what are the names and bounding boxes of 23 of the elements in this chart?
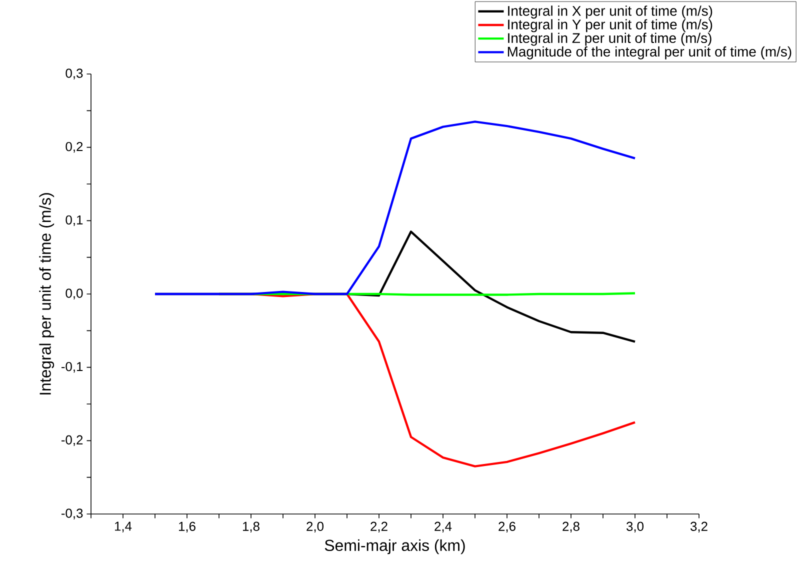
x-axis-title: Semi-majr axis (km) [324, 539, 465, 554]
legend-label: Integral in Y per unit of time (m/s) [508, 19, 712, 32]
y-axis-title: Integral per unit of time (m/s) [39, 193, 54, 394]
legend-label: Integral in Z per unit of time (m/s) [508, 32, 712, 46]
x-tick-label: 2,4 [434, 522, 452, 532]
x-tick-label: 1,8 [242, 522, 260, 532]
legend-label: Magnitude of the integral per unit of time (m/s) [508, 46, 792, 60]
y-tick-label: 0,0 [66, 288, 83, 300]
x-tick-label: 2,8 [562, 522, 580, 532]
x-tick-label: 2,0 [306, 522, 324, 532]
y-tick-label: 0,3 [66, 68, 83, 80]
y-tick-label: -0,2 [61, 435, 83, 446]
x-tick-label: 2,2 [370, 522, 388, 532]
y-tick-label: -0,3 [61, 508, 83, 520]
x-tick-label: 1,6 [178, 522, 196, 532]
x-tick-label: 2,6 [498, 522, 516, 532]
y-tick-label: 0,2 [66, 142, 83, 153]
legend-label: Integral in X per unit of time (m/s) [508, 6, 712, 19]
x-tick-label: 1,4 [114, 522, 132, 532]
x-tick-label: 3,2 [690, 522, 708, 532]
y-tick-label: -0,1 [61, 362, 83, 373]
x-tick-label: 3,0 [626, 522, 644, 532]
y-tick-label: 0,1 [66, 215, 83, 226]
